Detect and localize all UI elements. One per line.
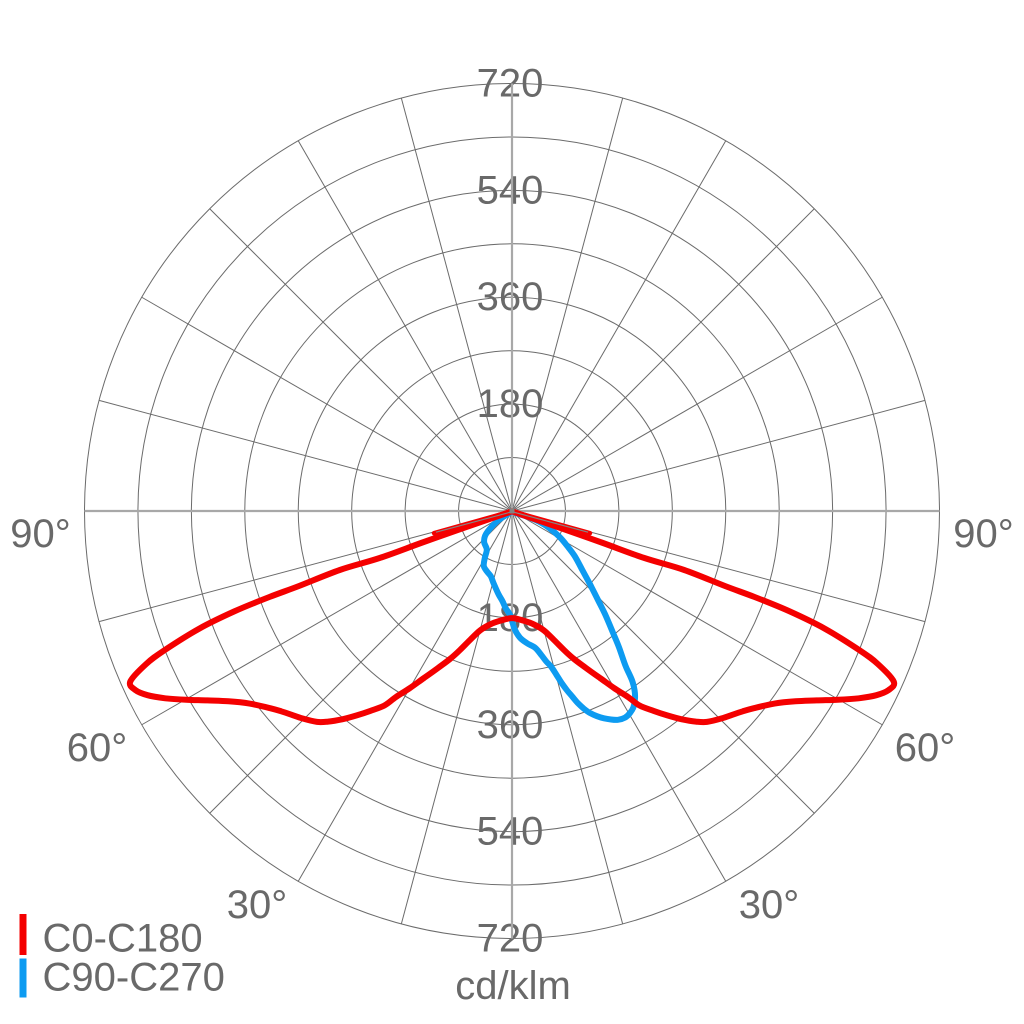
svg-text:C0-C180: C0-C180 xyxy=(43,917,203,961)
svg-text:90°: 90° xyxy=(10,512,71,556)
svg-text:30°: 30° xyxy=(739,883,800,927)
svg-text:60°: 60° xyxy=(67,726,128,770)
svg-text:C90-C270: C90-C270 xyxy=(43,956,225,1000)
svg-text:90°: 90° xyxy=(953,512,1014,556)
svg-text:60°: 60° xyxy=(895,726,956,770)
svg-text:30°: 30° xyxy=(227,883,288,927)
svg-text:cd/klm: cd/klm xyxy=(455,964,571,1008)
